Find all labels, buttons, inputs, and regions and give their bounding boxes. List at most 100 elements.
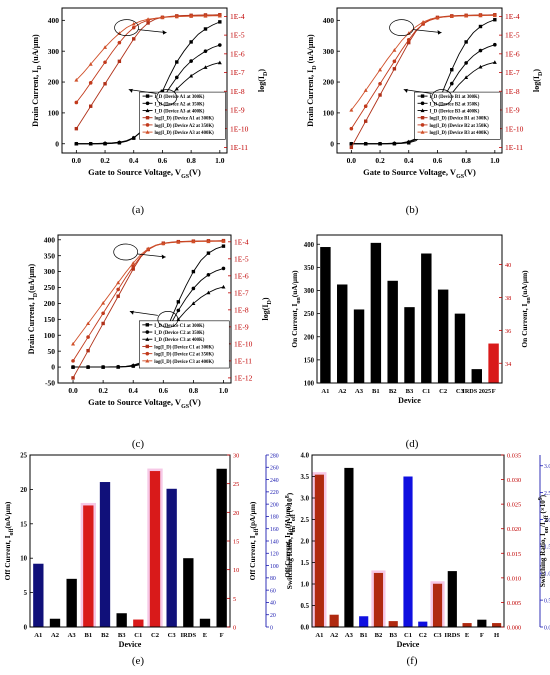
y-tick-label: 1.0 — [301, 582, 310, 589]
data-point — [217, 60, 222, 65]
category-label: C3 — [456, 388, 465, 395]
data-point — [74, 141, 79, 146]
legend-entry: log(I_D) (Device C1 at 300K) — [154, 345, 214, 350]
data-point — [74, 100, 79, 105]
data-point — [464, 61, 468, 65]
bar — [49, 618, 61, 627]
legend-entry: I_D (Device C1 at 300K) — [154, 324, 204, 329]
data-point — [492, 13, 497, 18]
data-point — [203, 27, 208, 31]
x-tick-label: 0.8 — [186, 156, 196, 165]
data-point — [191, 286, 196, 291]
arrow-head — [129, 310, 134, 315]
y3-tick-label: 1.5 — [544, 545, 550, 551]
data-point — [116, 280, 121, 285]
legend: I_D (Device A1 at 300K) I_D (Device A2 at… — [139, 91, 226, 140]
y3-tick-label: 1.0 — [544, 572, 550, 578]
chart-panel-c: 0.0 0.2 0.4 0.6 0.8 1.0 -50 0 50 100 150 200 250 300 3… — [27, 234, 273, 450]
data-point — [101, 311, 105, 316]
bar — [344, 467, 354, 627]
y3-tick-label: 200 — [270, 502, 279, 508]
y3-axis-label: Off Current, Ioff(fA/µm) — [284, 504, 295, 578]
data-point — [392, 59, 397, 64]
data-point — [174, 86, 179, 91]
bar-secondary — [492, 623, 502, 627]
y2-tick-label: 1E-7 — [505, 68, 520, 77]
legend-marker — [145, 108, 150, 113]
legend-marker — [145, 337, 150, 341]
category-label: A1 — [315, 632, 323, 639]
data-point — [116, 287, 120, 292]
bar — [66, 578, 77, 627]
data-point — [88, 81, 93, 85]
data-point — [406, 139, 411, 144]
data-point — [218, 20, 222, 24]
panel-caption: (f) — [407, 655, 418, 667]
category-label: A2 — [330, 632, 339, 639]
y-tick-label: 350 — [304, 265, 315, 272]
y-tick-label: 100 — [48, 108, 60, 117]
data-point — [478, 48, 483, 53]
y-tick-label: 3.5 — [301, 474, 310, 481]
data-point — [161, 241, 166, 246]
y3-tick-label: 0.0 — [544, 625, 550, 631]
y-tick-label: 200 — [48, 78, 60, 87]
data-point — [407, 40, 411, 45]
category-label: H — [494, 632, 500, 639]
category-label: IRDS — [444, 632, 460, 639]
data-point — [378, 67, 383, 72]
data-point — [406, 38, 411, 42]
y-tick-label: 300 — [304, 288, 315, 295]
ellipse-marker — [157, 310, 179, 328]
x-tick-label: 0.6 — [158, 156, 168, 165]
y2-tick-label: 10 — [233, 567, 239, 574]
data-point — [349, 141, 354, 146]
y2-tick-label: 1E-4 — [230, 12, 245, 21]
y-tick-label: 25 — [20, 453, 27, 460]
category-label: A3 — [355, 388, 364, 395]
data-point — [221, 244, 226, 248]
y3-tick-label: 0 — [270, 625, 273, 631]
y-tick-label: 50 — [48, 347, 56, 356]
y3-tick-label: 80 — [270, 576, 276, 582]
data-point — [218, 43, 222, 47]
category-label: C2 — [439, 388, 448, 395]
legend: I_D (Device C1 at 300K) I_D (Device C2 at… — [139, 320, 230, 369]
bar-tertiary — [403, 476, 413, 627]
y2-tick-label: 1E-6 — [234, 271, 249, 280]
y-tick-label: 200 — [44, 299, 56, 308]
data-point — [88, 104, 93, 108]
legend-entry: log(I_D) (Device B1 at 300K) — [430, 117, 490, 122]
x-axis-label: Device — [398, 396, 421, 405]
x-tick-label: 0.8 — [461, 156, 471, 165]
y3-tick-label: 120 — [270, 552, 279, 558]
y-tick-label: 400 — [304, 242, 315, 249]
data-point — [116, 294, 120, 298]
data-point — [191, 269, 196, 274]
category-label: A1 — [321, 388, 329, 395]
y2-tick-label: 1E-5 — [230, 31, 245, 40]
y-tick-label: 20 — [20, 487, 27, 494]
bar — [216, 468, 227, 627]
category-label: A2 — [51, 632, 60, 639]
bar-secondary — [133, 619, 144, 627]
data-point — [146, 17, 151, 21]
y2-tick-label: 30 — [233, 453, 239, 460]
arrow-right — [137, 253, 166, 258]
legend-entry: log(I_D) (Device A3 at 400K) — [155, 131, 215, 136]
data-point — [191, 239, 196, 244]
y-tick-label: 0.0 — [301, 625, 310, 632]
legend-marker — [145, 344, 150, 349]
data-point — [206, 251, 211, 255]
legend-marker — [145, 94, 150, 98]
legend-box — [414, 91, 501, 140]
y-axis-label: Off Current, Ioff(nA/µm) — [3, 501, 15, 580]
data-point — [392, 67, 397, 71]
data-point — [88, 62, 93, 66]
y2-tick-label: 25 — [233, 481, 239, 488]
data-point — [71, 341, 76, 346]
bar-tertiary — [33, 563, 44, 627]
bar-secondary — [83, 505, 94, 627]
plot-frame — [29, 454, 231, 628]
bar — [421, 253, 432, 383]
